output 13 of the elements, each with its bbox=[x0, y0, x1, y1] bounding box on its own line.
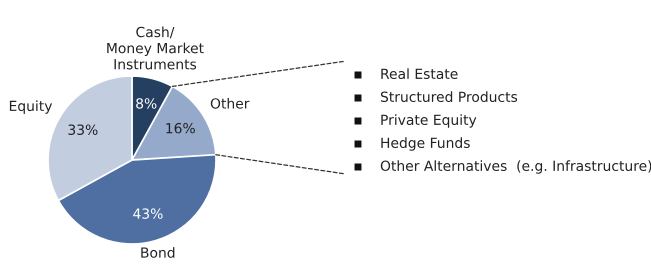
text: Real Estate bbox=[381, 68, 458, 80]
text: Structured Products bbox=[380, 91, 518, 102]
data-label: 43% bbox=[133, 208, 163, 219]
slice-label: Equity bbox=[10, 100, 52, 114]
data-label: 8% bbox=[136, 98, 156, 109]
data-label: 16% bbox=[166, 122, 195, 134]
text: Hedge Funds bbox=[381, 137, 470, 151]
slice-label: Other bbox=[210, 98, 250, 109]
slice-label: Cash/ Money Market Instruments bbox=[107, 26, 204, 70]
text: Other Alternatives (e.g. Infrastructure) bbox=[380, 160, 651, 174]
data-label: 33% bbox=[68, 124, 98, 135]
slice-label: Bond bbox=[141, 247, 174, 258]
text: Private Equity bbox=[381, 114, 476, 128]
